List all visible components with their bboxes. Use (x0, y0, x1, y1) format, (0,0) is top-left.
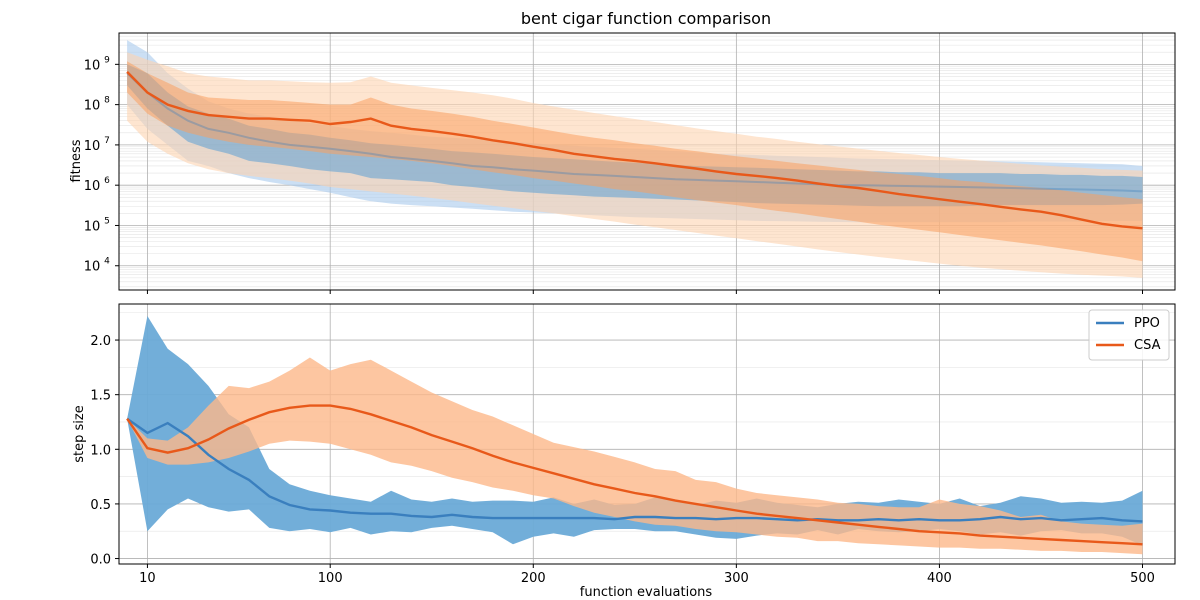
fitness-x-ticks (146, 290, 1144, 294)
fitness-y-tick-label: 10 (84, 99, 101, 114)
step-size-y-tick-label: 0.5 (90, 498, 111, 513)
fitness-inner-band-ppo (127, 64, 1143, 207)
fitness-lines (126, 71, 1143, 230)
x-tick-label: 200 (521, 571, 546, 586)
fitness-axes-frame (118, 32, 1176, 291)
step-size-bands (127, 316, 1143, 555)
x-axis-label: function evaluations (580, 585, 713, 600)
legend: PPO CSA (1088, 309, 1170, 361)
step-size-y-tick-label: 2.0 (90, 334, 111, 349)
step-size-panel: 0.0 0.5 1.0 1.5 2.0 10 100 200 300 400 500 step s… (72, 303, 1176, 600)
x-tick-label: 500 (1130, 571, 1155, 586)
fitness-y-axis-label: fitness (69, 139, 84, 182)
fitness-line-ppo (126, 72, 1143, 193)
step-size-x-ticks: 10 100 200 300 400 500 (139, 564, 1155, 586)
step-size-lines (126, 404, 1143, 546)
step-size-y-ticks: 0.0 0.5 1.0 1.5 2.0 (90, 334, 119, 568)
step-size-axes-frame (118, 303, 1176, 565)
fitness-y-tick-label: 10 (84, 219, 101, 234)
x-tick-label: 100 (318, 571, 343, 586)
x-tick-label: 10 (139, 571, 156, 586)
fitness-y-tick-label: 10 (84, 58, 101, 73)
step-size-line-csa (126, 404, 1143, 546)
step-size-y-tick-label: 1.0 (90, 443, 111, 458)
step-size-y-tick-label: 0.0 (90, 553, 111, 568)
legend-label-csa: CSA (1134, 338, 1161, 353)
fitness-y-tick-label: 10 (84, 139, 101, 154)
fitness-y-tick-exponent: 5 (104, 216, 110, 226)
fitness-y-tick-exponent: 4 (104, 257, 110, 267)
x-tick-label: 300 (724, 571, 749, 586)
fitness-y-tick-label: 10 (84, 260, 101, 275)
step-size-y-tick-label: 1.5 (90, 389, 111, 404)
step-size-y-axis-label: step size (72, 405, 87, 462)
legend-label-ppo: PPO (1134, 316, 1160, 331)
fitness-y-tick-exponent: 7 (104, 136, 110, 146)
step-size-line-ppo (126, 417, 1143, 523)
step-size-band-csa (127, 357, 1143, 555)
fitness-y-tick-exponent: 8 (104, 96, 110, 106)
x-tick-label: 400 (927, 571, 952, 586)
fitness-y-tick-exponent: 9 (104, 55, 110, 65)
fitness-y-tick-exponent: 6 (104, 176, 110, 186)
fitness-line-csa (126, 71, 1143, 230)
chart-title: bent cigar function comparison (521, 9, 771, 28)
fitness-y-tick-label: 10 (84, 179, 101, 194)
